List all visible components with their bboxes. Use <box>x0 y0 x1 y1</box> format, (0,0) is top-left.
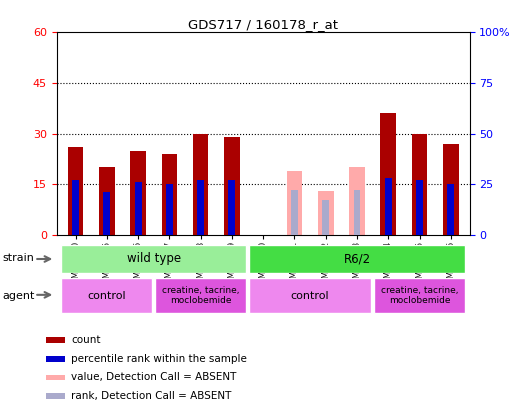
Text: creatine, tacrine,
moclobemide: creatine, tacrine, moclobemide <box>381 286 458 305</box>
Bar <box>197 180 204 235</box>
Bar <box>249 278 371 313</box>
Text: control: control <box>291 291 329 301</box>
Bar <box>103 192 110 235</box>
Bar <box>385 178 392 235</box>
Bar <box>318 191 333 235</box>
Bar <box>353 190 360 235</box>
Bar <box>46 393 64 399</box>
Bar <box>61 278 152 313</box>
Bar <box>68 147 84 235</box>
Bar <box>135 182 141 235</box>
Bar <box>412 134 427 235</box>
Bar <box>193 134 208 235</box>
Bar <box>447 184 454 235</box>
Bar <box>224 137 240 235</box>
Bar <box>416 180 423 235</box>
Title: GDS717 / 160178_r_at: GDS717 / 160178_r_at <box>188 18 338 31</box>
Bar <box>291 190 298 235</box>
Text: R6/2: R6/2 <box>344 252 370 265</box>
Bar <box>322 200 329 235</box>
Bar <box>130 151 146 235</box>
Bar <box>61 245 246 273</box>
Bar <box>46 356 64 362</box>
Bar <box>99 167 115 235</box>
Bar <box>166 184 173 235</box>
Bar <box>286 171 302 235</box>
Text: percentile rank within the sample: percentile rank within the sample <box>71 354 247 364</box>
Bar <box>155 278 246 313</box>
Text: strain: strain <box>3 254 35 263</box>
Bar <box>72 180 79 235</box>
Bar <box>162 154 177 235</box>
Text: agent: agent <box>3 291 35 301</box>
Bar <box>46 375 64 380</box>
Text: value, Detection Call = ABSENT: value, Detection Call = ABSENT <box>71 373 237 382</box>
Bar <box>380 113 396 235</box>
Text: control: control <box>88 291 126 301</box>
Text: wild type: wild type <box>126 252 181 265</box>
Text: creatine, tacrine,
moclobemide: creatine, tacrine, moclobemide <box>162 286 239 305</box>
Bar <box>249 245 465 273</box>
Bar <box>229 180 235 235</box>
Bar <box>374 278 465 313</box>
Text: rank, Detection Call = ABSENT: rank, Detection Call = ABSENT <box>71 391 232 401</box>
Bar <box>349 167 365 235</box>
Bar <box>46 337 64 343</box>
Bar <box>443 144 459 235</box>
Text: count: count <box>71 335 101 345</box>
